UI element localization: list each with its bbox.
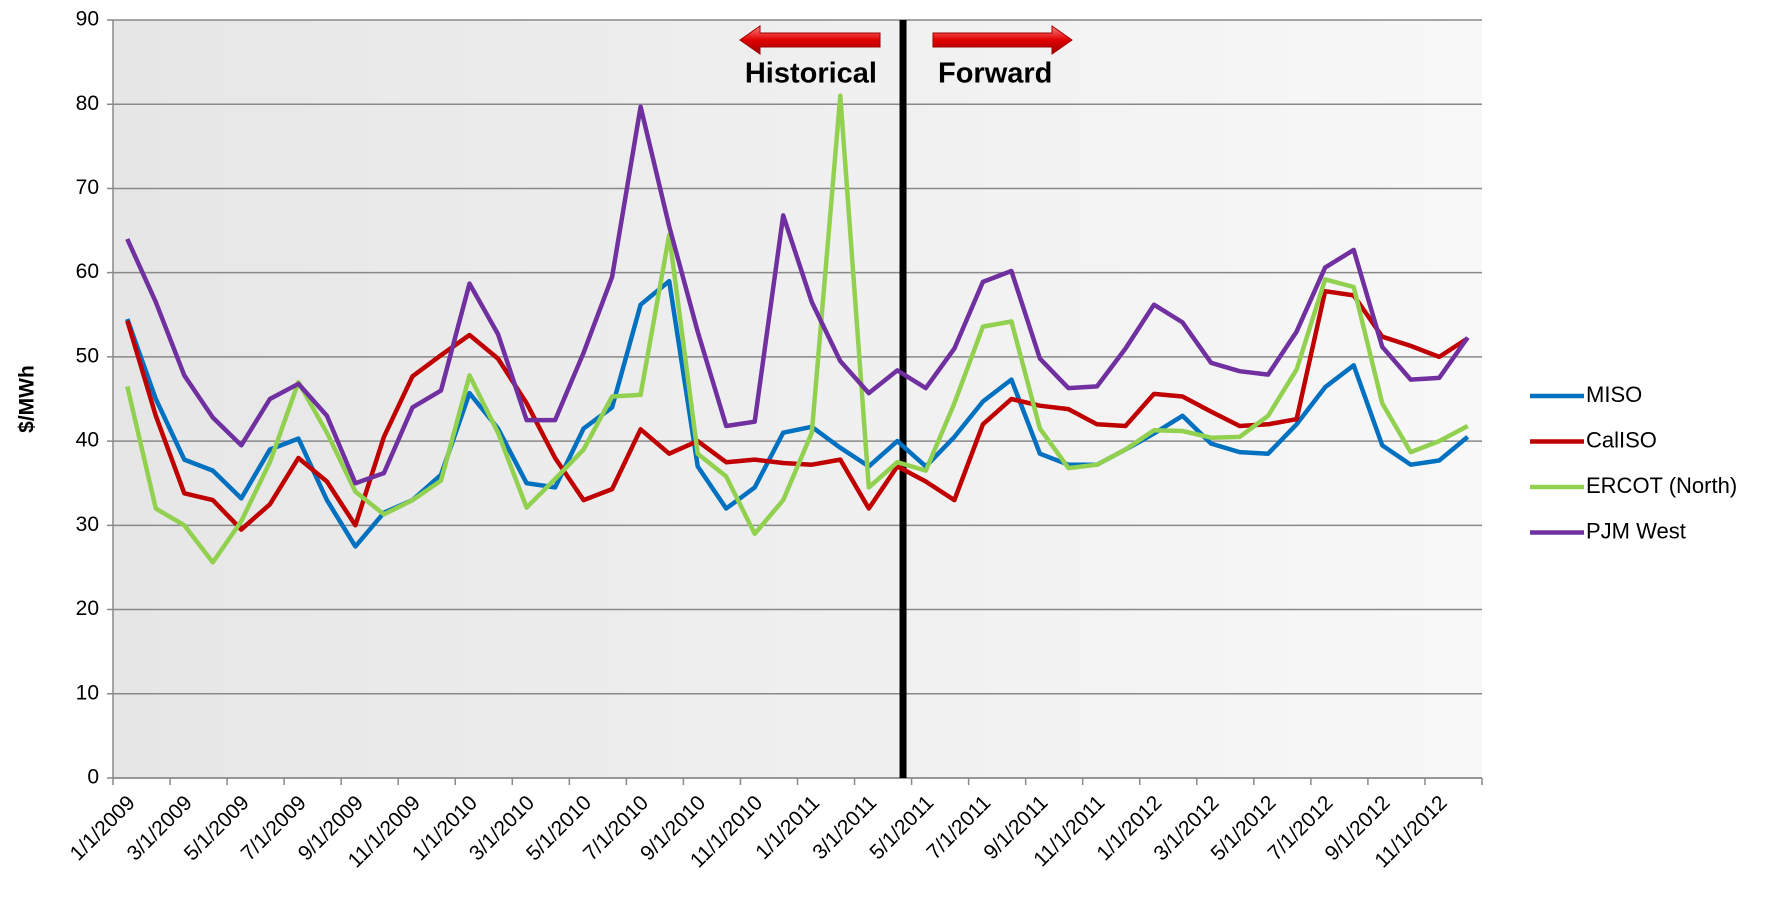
y-tick-label: 30 xyxy=(76,513,99,536)
legend-label: MISO xyxy=(1586,382,1642,407)
y-tick-label: 40 xyxy=(76,429,99,452)
annotation: Forward xyxy=(938,58,1052,90)
legend-label: PJM West xyxy=(1586,518,1686,543)
y-tick-label: 0 xyxy=(87,766,99,789)
annotation: Historical xyxy=(745,58,877,90)
y-tick-label: 90 xyxy=(76,8,99,31)
series-line xyxy=(125,93,1469,565)
y-tick-label: 80 xyxy=(76,92,99,115)
y-tick-label: 10 xyxy=(76,681,99,704)
series-line xyxy=(125,278,1470,549)
y-tick-label: 60 xyxy=(76,260,99,283)
y-axis-label: $/MWh xyxy=(16,365,39,433)
legend-label: CalISO xyxy=(1586,427,1657,452)
y-tick-label: 20 xyxy=(76,597,99,620)
legend-label: ERCOT (North) xyxy=(1586,473,1737,498)
arrow-left xyxy=(739,25,881,55)
y-tick-label: 50 xyxy=(76,344,99,367)
arrow-right xyxy=(932,25,1073,55)
y-tick-label: 70 xyxy=(76,176,99,199)
legend: MISO CalISO ERCOT (North) PJM West xyxy=(1530,382,1737,543)
series-line xyxy=(125,104,1470,486)
plot-area xyxy=(113,20,1482,778)
